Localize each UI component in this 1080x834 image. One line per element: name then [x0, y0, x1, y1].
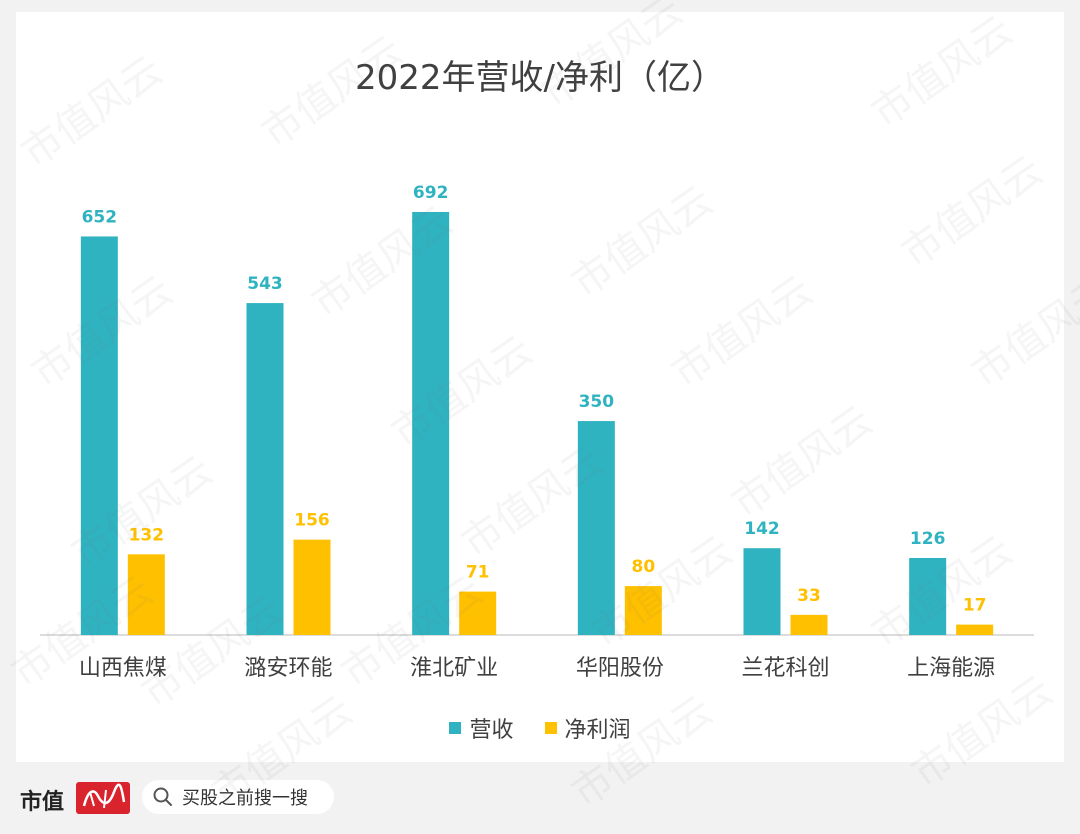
- brand-logo-text: 市值: [20, 789, 65, 815]
- legend-swatch-revenue: [449, 722, 462, 734]
- category-label-2: 淮北矿业: [410, 656, 498, 681]
- chart-title: 2022年营收/净利（亿）: [355, 58, 725, 98]
- net-profit-bar-3: [624, 586, 662, 635]
- net-profit-label-4: 33: [797, 586, 821, 606]
- net-profit-bar-2: [459, 591, 497, 635]
- legend-item-net-profit: 净利润: [544, 712, 631, 744]
- chart-card: 2022年营收/净利（亿） 652 132 山西焦煤 543 156 潞安环能 692 71 淮…: [16, 12, 1064, 762]
- revenue-bar-4: [743, 548, 781, 635]
- net-profit-label-3: 80: [631, 557, 655, 577]
- net-profit-bar-5: [956, 624, 994, 635]
- revenue-bar-1: [246, 303, 284, 635]
- revenue-bar-3: [577, 421, 615, 635]
- footer-bar: 市值 买股之前搜一搜: [0, 770, 1080, 830]
- revenue-label-3: 350: [579, 392, 615, 412]
- search-icon: [153, 787, 172, 806]
- revenue-label-1: 543: [247, 274, 283, 294]
- legend-label-revenue: 营收: [469, 718, 514, 743]
- net-profit-label-0: 132: [129, 525, 165, 545]
- category-label-4: 兰花科创: [741, 656, 829, 681]
- category-label-1: 潞安环能: [244, 656, 332, 681]
- category-label-0: 山西焦煤: [79, 656, 167, 681]
- category-label-3: 华阳股份: [576, 656, 664, 681]
- legend-label-net-profit: 净利润: [564, 718, 631, 743]
- revenue-label-2: 692: [413, 183, 449, 203]
- legend-swatch-net-profit: [544, 722, 557, 734]
- revenue-bar-2: [412, 212, 450, 635]
- net-profit-bar-1: [293, 539, 331, 635]
- net-profit-label-1: 156: [294, 511, 330, 531]
- revenue-label-0: 652: [82, 207, 118, 227]
- revenue-label-4: 142: [744, 519, 780, 539]
- net-profit-bar-0: [127, 554, 165, 635]
- revenue-label-5: 126: [910, 529, 946, 549]
- search-placeholder: 买股之前搜一搜: [182, 788, 308, 809]
- legend-item-revenue: 营收: [449, 712, 514, 744]
- revenue-bar-5: [909, 557, 947, 635]
- revenue-bar-0: [80, 236, 118, 635]
- brand-logo-mark: [76, 782, 130, 814]
- search-box[interactable]: 买股之前搜一搜: [142, 780, 334, 814]
- chart-legend: 营收 净利润: [16, 712, 1064, 744]
- category-label-5: 上海能源: [907, 656, 995, 681]
- net-profit-label-5: 17: [963, 596, 987, 616]
- bar-chart: 652 132 山西焦煤 543 156 潞安环能 692 71 淮北矿业 350 80 华阳股份 14…: [40, 183, 1034, 681]
- net-profit-bar-4: [790, 614, 828, 635]
- net-profit-label-2: 71: [466, 563, 490, 583]
